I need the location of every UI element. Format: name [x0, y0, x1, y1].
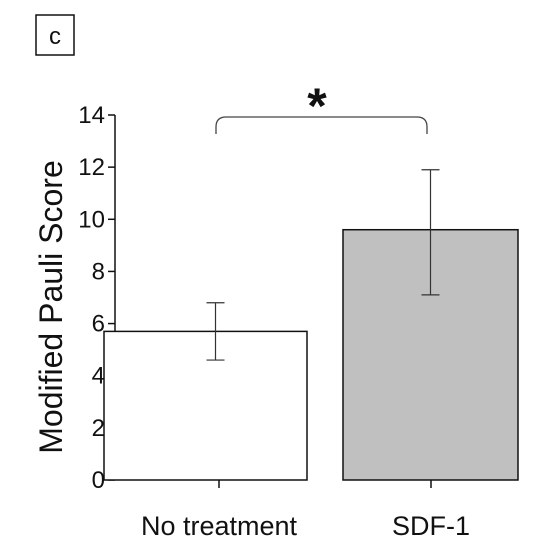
- y-tick-label: 0: [92, 467, 105, 494]
- significance-annotation: *: [215, 78, 428, 134]
- error-bars: [206, 169, 440, 361]
- bar-no-treatment: [103, 330, 308, 481]
- y-tick-label: 10: [78, 206, 105, 233]
- y-tick-label: 14: [78, 102, 105, 129]
- y-tick-label: 4: [92, 363, 105, 390]
- significance-bracket: [215, 116, 428, 134]
- x-category-label: No treatment: [141, 511, 298, 541]
- panel-label-box: [35, 14, 75, 56]
- y-tick-label: 12: [78, 154, 105, 181]
- x-axis-labels: No treatment SDF-1: [141, 480, 470, 541]
- y-tick-label: 8: [92, 258, 105, 285]
- y-tick-label: 2: [92, 415, 105, 442]
- y-tick-label: 6: [92, 311, 105, 338]
- panel-label: c: [49, 23, 61, 50]
- bars: [103, 228, 519, 481]
- y-axis-label: Modified Pauli Score: [33, 160, 69, 453]
- significance-star: *: [307, 78, 327, 134]
- x-category-label: SDF-1: [392, 511, 470, 541]
